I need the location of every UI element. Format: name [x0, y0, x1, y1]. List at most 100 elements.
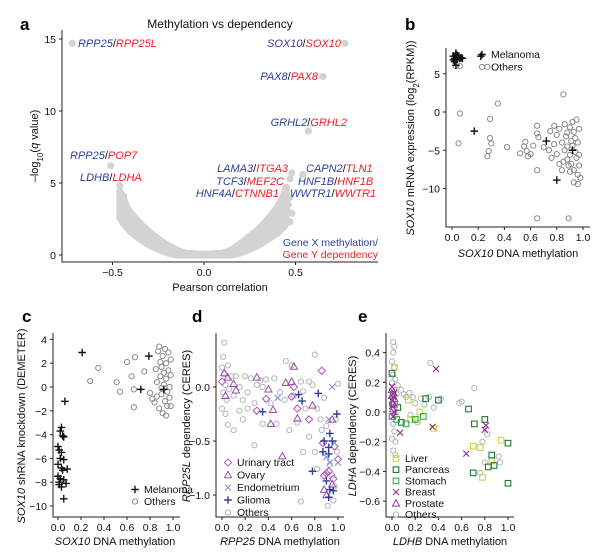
y-tick-label: 5 [50, 178, 56, 190]
data-point-others [527, 150, 534, 158]
data-point-others [222, 410, 229, 418]
data-point-melanoma [57, 423, 66, 432]
data-point-others [551, 141, 558, 148]
label-part: q [29, 142, 41, 149]
data-point-others [392, 411, 399, 419]
methylation-gene: LDHB [80, 172, 109, 184]
data-point-others [388, 379, 396, 386]
data-point-urinary-tract [324, 466, 334, 476]
data-point-others [427, 359, 434, 367]
data-point-others [486, 134, 494, 142]
data-point-others [157, 373, 164, 380]
data-point [119, 192, 128, 200]
data-point-ovary [281, 378, 291, 386]
legend-marker [223, 458, 233, 467]
x-tick-label: 1.0 [331, 522, 346, 534]
data-point-others [430, 404, 437, 411]
gene-pair-label: LDHB/LDHA [80, 172, 142, 184]
data-point-others [95, 364, 102, 372]
panel-letter: a [20, 15, 30, 34]
x-tick-label: 0.8 [307, 522, 322, 534]
legend-label: Endometrium [237, 482, 300, 494]
data-point-others [575, 125, 583, 132]
y-tick-label: 0 [50, 250, 56, 262]
data-point-others [311, 351, 318, 358]
gene-pair-label: HNF4A/CTNNB1 [196, 188, 279, 200]
label-part: value) [29, 110, 41, 143]
x-tick-label: 0.8 [477, 522, 492, 534]
legend-methylation: Gene X methylation/ [283, 237, 378, 249]
data-point-others [156, 405, 163, 412]
panel-letter: c [22, 307, 31, 326]
data-point-others [426, 394, 433, 401]
data-point [227, 251, 236, 259]
gene-pair-label: PAX8/PAX8 [260, 71, 319, 83]
data-point-others [158, 363, 165, 370]
data-point-breast [429, 423, 436, 431]
x-tick-label: 0.6 [284, 522, 299, 534]
data-point-melanoma [145, 352, 153, 360]
methylation-gene: CAPN2 [306, 163, 343, 175]
data-point-melanoma [56, 454, 65, 463]
legend-label: Glioma [237, 495, 270, 507]
data-point [264, 235, 272, 243]
data-point-ovary [268, 405, 278, 413]
panel-d: d 0.0 0.2 0.4 0.6 0.8 1.0 0.0 −0.5 −1.0 RPP25 DNA … [181, 307, 345, 548]
data-point-others [300, 448, 307, 455]
data-point-others [574, 139, 581, 146]
data-point-stomach [393, 416, 400, 423]
label-part: ( [29, 149, 41, 153]
data-point-glioma [322, 477, 331, 485]
gene-name: LDHB [393, 536, 422, 548]
data-point-others [484, 63, 491, 70]
data-point-others [158, 391, 165, 398]
axis-lines [215, 333, 344, 518]
data-point-urinary-tract [329, 474, 338, 484]
data-point-others [556, 125, 563, 132]
data-point-others [305, 378, 313, 385]
data-point-others [575, 151, 583, 158]
x-tick-label: 1.0 [576, 232, 591, 244]
data-point-urinary-tract [304, 415, 314, 424]
data-point-others [239, 416, 246, 423]
data-point-others [565, 215, 572, 222]
data-point-prostate [387, 385, 397, 394]
x-tick-label: 0.0 [385, 522, 400, 534]
legend-label: Breast [405, 487, 435, 499]
data-point-urinary-tract [287, 392, 296, 402]
data-point-melanoma [453, 51, 462, 60]
data-point-others [570, 128, 577, 135]
y-tick-label: 15 [44, 34, 56, 46]
data-point-glioma [258, 408, 267, 416]
methylation-gene: HNF1B [298, 176, 334, 188]
data-point-ovary [221, 391, 230, 399]
data-point-stomach [402, 420, 410, 428]
x-tick-label: 0.0 [445, 232, 460, 244]
data-point-melanoma [55, 480, 63, 489]
data-point [286, 193, 294, 201]
data-point-others [535, 134, 542, 141]
data-point-melanoma [61, 397, 69, 406]
data-point-ovary [308, 400, 317, 409]
data-point-ovary [327, 414, 337, 423]
legend-marker [131, 498, 139, 505]
label-part: DNA methylation [422, 536, 507, 548]
data-point-others [311, 448, 318, 455]
data-point-others [390, 420, 397, 427]
data-point [282, 183, 290, 191]
data-point-others [160, 369, 167, 376]
methylation-gene: SOX10 [267, 38, 303, 50]
data-point-others [165, 367, 172, 374]
data-point-glioma [329, 486, 338, 495]
data-point-glioma [324, 450, 333, 458]
legend-marker [131, 485, 139, 494]
data-point-others [117, 388, 124, 395]
separator: / [302, 38, 306, 50]
data-point-others [540, 144, 547, 151]
dependency-gene: CTNNB1 [235, 188, 279, 200]
data-point [255, 225, 263, 233]
x-axis-label: SOX10 DNA methylation [55, 536, 175, 548]
data-point-others [218, 364, 226, 371]
data-point-others [224, 362, 231, 369]
